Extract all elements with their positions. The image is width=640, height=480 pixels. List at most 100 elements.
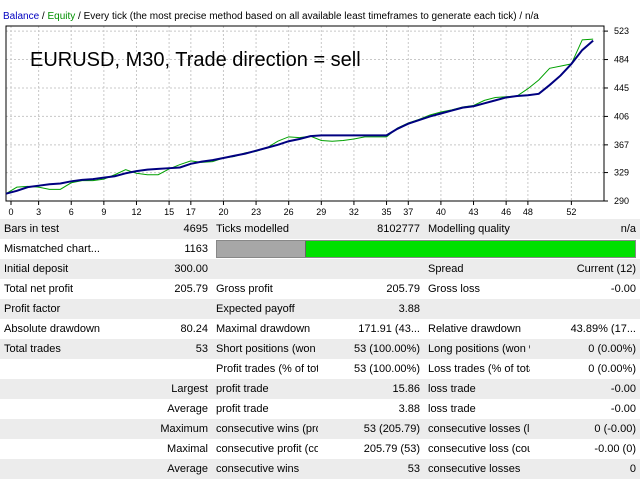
report-cell: consecutive loss (coun... xyxy=(424,439,530,459)
report-cell: consecutive profit (cou... xyxy=(212,439,318,459)
report-cell: Loss trades (% of total) xyxy=(424,359,530,379)
report-cell: 53 xyxy=(106,339,212,359)
x-tick-label: 32 xyxy=(349,207,359,217)
report-cell: -0.00 xyxy=(530,379,640,399)
report-cell: 15.86 xyxy=(318,379,424,399)
report-cell: Gross loss xyxy=(424,279,530,299)
y-tick-label: 329 xyxy=(614,168,629,178)
report-cell: 205.79 xyxy=(318,279,424,299)
x-tick-label: 26 xyxy=(284,207,294,217)
report-row: Absolute drawdown 80.24 Maximal drawdown 17… xyxy=(0,319,640,339)
legend-sep-3: / xyxy=(517,11,525,22)
report-cell xyxy=(530,299,640,319)
report-cell xyxy=(0,419,106,439)
equity-line xyxy=(5,38,594,195)
report-cell: Ticks modelled xyxy=(212,219,318,239)
report-cell xyxy=(424,299,530,319)
modelling-quality-bar xyxy=(216,240,636,258)
report-cell: 53 (205.79) xyxy=(318,419,424,439)
x-tick-label: 23 xyxy=(251,207,261,217)
report-cell: -0.00 xyxy=(530,279,640,299)
x-tick-label: 9 xyxy=(101,207,106,217)
x-tick-label: 43 xyxy=(469,207,479,217)
report-row: Average profit trade 3.88 loss trade -0.00 xyxy=(0,399,640,419)
x-tick-label: 15 xyxy=(164,207,174,217)
report-cell: loss trade xyxy=(424,399,530,419)
x-tick-label: 48 xyxy=(523,207,533,217)
chart-header: Balance / Equity / Every tick (the most … xyxy=(3,11,539,22)
report-cell: Initial deposit xyxy=(0,259,106,279)
report-cell: 300.00 xyxy=(106,259,212,279)
x-tick-label: 52 xyxy=(566,207,576,217)
report-row: Bars in test 4695 Ticks modelled 8102777 Mod… xyxy=(0,219,640,239)
x-tick-label: 40 xyxy=(436,207,446,217)
report-cell: Mismatched chart... xyxy=(0,239,106,259)
x-tick-label: 20 xyxy=(218,207,228,217)
report-cell: profit trade xyxy=(212,399,318,419)
report-cell: 0 (-0.00) xyxy=(530,419,640,439)
report-cell xyxy=(0,359,106,379)
y-tick-label: 484 xyxy=(614,55,629,65)
report-cell xyxy=(212,259,318,279)
report-cell: Average xyxy=(106,459,212,479)
legend-equity: Equity xyxy=(47,11,75,22)
modelling-quality-bar-gray xyxy=(217,241,306,257)
report-cell: 205.79 xyxy=(106,279,212,299)
report-cell: Long positions (won %) xyxy=(424,339,530,359)
report-cell xyxy=(0,379,106,399)
report-cell: 3.88 xyxy=(318,299,424,319)
report-cell: Total trades xyxy=(0,339,106,359)
report-cell: consecutive wins (prof... xyxy=(212,419,318,439)
report-cell: 0 (0.00%) xyxy=(530,339,640,359)
report-cell: 80.24 xyxy=(106,319,212,339)
legend-sep-2: / xyxy=(75,11,83,22)
report-cell: consecutive losses xyxy=(424,459,530,479)
report-cell: consecutive wins xyxy=(212,459,318,479)
chart-title: EURUSD, M30, Trade direction = sell xyxy=(30,49,361,71)
x-tick-label: 0 xyxy=(8,207,13,217)
report-table: Bars in test 4695 Ticks modelled 8102777 Mod… xyxy=(0,219,640,479)
report-body: Bars in test 4695 Ticks modelled 8102777 Mod… xyxy=(0,219,640,479)
report-cell: 3.88 xyxy=(318,399,424,419)
x-tick-label: 3 xyxy=(36,207,41,217)
report-cell: Largest xyxy=(106,379,212,399)
report-cell: Maximal xyxy=(106,439,212,459)
x-tick-label: 29 xyxy=(316,207,326,217)
report-cell: 53 (100.00%) xyxy=(318,359,424,379)
report-cell: -0.00 xyxy=(530,399,640,419)
report-cell: loss trade xyxy=(424,379,530,399)
report-row: Profit trades (% of total)53 (100.00%)Lo… xyxy=(0,359,640,379)
report-cell: -0.00 (0) xyxy=(530,439,640,459)
header-na: n/a xyxy=(525,11,539,22)
x-tick-label: 46 xyxy=(501,207,511,217)
report-cell xyxy=(106,359,212,379)
report-cell: Maximum xyxy=(106,419,212,439)
legend-balance: Balance xyxy=(3,11,40,22)
x-tick-label: 37 xyxy=(403,207,413,217)
x-tick-label: 12 xyxy=(131,207,141,217)
chart-grid xyxy=(6,26,604,202)
balance-line xyxy=(5,39,594,195)
report-row: Initial deposit 300.00 Spread Current (12) xyxy=(0,259,640,279)
report-cell: 171.91 (43... xyxy=(318,319,424,339)
plot-frame xyxy=(5,25,605,202)
report-cell xyxy=(318,259,424,279)
report-cell: 4695 xyxy=(106,219,212,239)
report-cell: Modelling quality xyxy=(424,219,530,239)
report-cell xyxy=(0,439,106,459)
report-row: Total net profit 205.79 Gross profit 205.79… xyxy=(0,279,640,299)
report-cell: profit trade xyxy=(212,379,318,399)
y-tick-label: 523 xyxy=(614,26,629,36)
x-tick-label: 35 xyxy=(382,207,392,217)
chart-background xyxy=(0,0,640,220)
chart-series xyxy=(5,38,594,195)
balance-equity-chart: Balance / Equity / Every tick (the most … xyxy=(0,0,640,220)
y-axis: 523 484 445 406 367 329 290 xyxy=(604,26,629,206)
modelling-quality-cell xyxy=(212,239,640,259)
report-cell: Short positions (won %) xyxy=(212,339,318,359)
report-cell: Relative drawdown xyxy=(424,319,530,339)
report-cell xyxy=(0,459,106,479)
y-tick-label: 445 xyxy=(614,83,629,93)
y-tick-label: 406 xyxy=(614,111,629,121)
